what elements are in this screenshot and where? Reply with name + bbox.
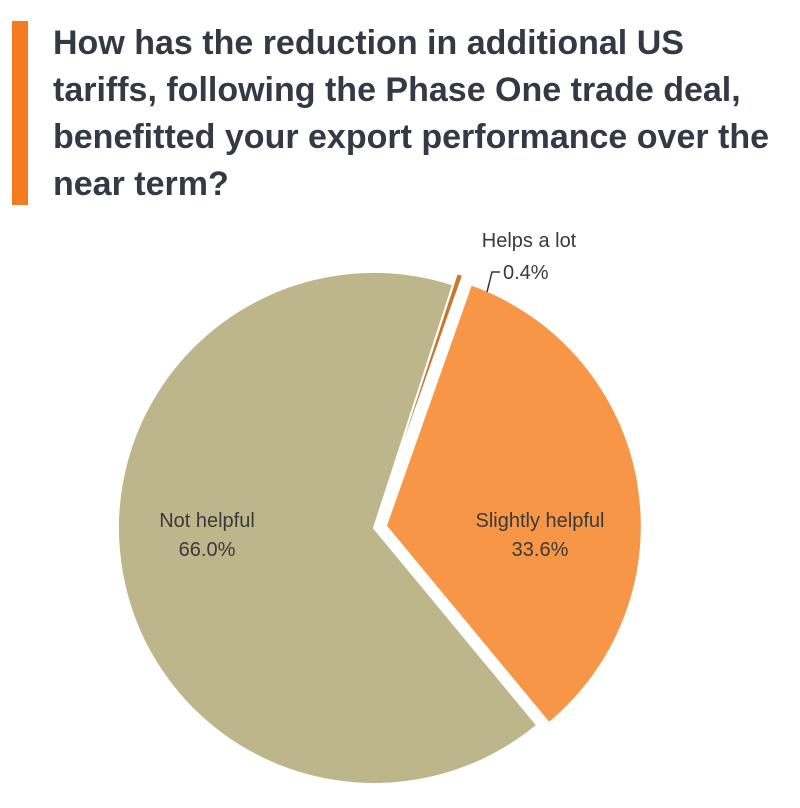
pie-slice-slightly-helpful <box>384 283 643 725</box>
data-label-not-helpful-value: 66.0% <box>179 539 236 561</box>
data-label-slightly-helpful-value: 33.6% <box>512 539 569 561</box>
data-label-slightly-helpful-name: Slightly helpful <box>476 510 605 532</box>
pie-slice-not-helpful <box>117 271 539 785</box>
title-accent-bar <box>12 21 28 205</box>
pie-slice-helps-a-lot <box>376 271 465 517</box>
data-label-helps-a-lot-value: 0.4% <box>503 262 549 284</box>
data-label-helps-a-lot-name: Helps a lot <box>482 230 577 252</box>
leader-line-helps-a-lot <box>486 271 500 293</box>
data-label-not-helpful-name: Not helpful <box>159 510 255 532</box>
chart-title: How has the reduction in additional US t… <box>53 24 770 203</box>
